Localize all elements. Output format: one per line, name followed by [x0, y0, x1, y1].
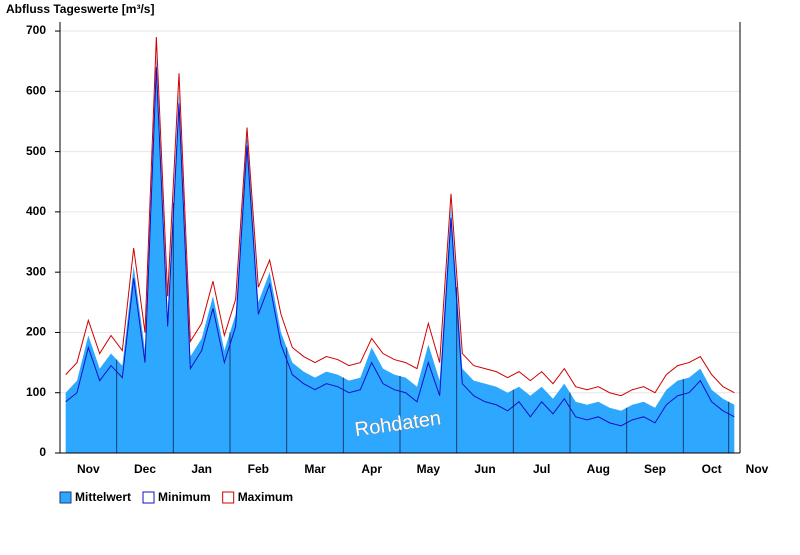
x-tick-label: Jul	[533, 462, 550, 476]
y-tick-label: 500	[26, 144, 46, 158]
y-tick-label: 200	[26, 325, 46, 339]
y-tick-label: 100	[26, 385, 46, 399]
legend-item: Mittelwert	[59, 490, 131, 504]
series-line	[65, 67, 735, 427]
legend-swatch	[142, 491, 155, 504]
x-tick-label: Nov	[746, 462, 769, 476]
x-tick-label: Mar	[304, 462, 326, 476]
x-tick-label: Jun	[474, 462, 495, 476]
y-tick-label: 700	[26, 23, 46, 37]
chart-title: Abfluss Tageswerte [m³/s]	[6, 2, 154, 16]
legend-swatch	[59, 491, 72, 504]
y-tick-label: 400	[26, 204, 46, 218]
legend-item: Maximum	[222, 490, 293, 504]
x-tick-label: Aug	[587, 462, 610, 476]
legend-swatch	[222, 491, 235, 504]
series-line	[65, 37, 735, 397]
legend-item: Minimum	[142, 490, 211, 504]
x-tick-label: Nov	[77, 462, 100, 476]
x-tick-label: Feb	[248, 462, 269, 476]
legend-label: Maximum	[238, 490, 293, 504]
x-tick-label: Sep	[644, 462, 666, 476]
mean-area	[65, 55, 735, 454]
x-tick-label: Dec	[134, 462, 156, 476]
y-tick-label: 300	[26, 264, 46, 278]
x-tick-label: Jan	[191, 462, 212, 476]
legend-label: Minimum	[158, 490, 211, 504]
y-tick-label: 0	[39, 445, 46, 459]
x-tick-label: May	[417, 462, 441, 476]
y-tick-label: 600	[26, 83, 46, 97]
x-tick-label: Apr	[361, 462, 382, 476]
legend-label: Mittelwert	[75, 490, 131, 504]
x-tick-label: Oct	[702, 462, 722, 476]
